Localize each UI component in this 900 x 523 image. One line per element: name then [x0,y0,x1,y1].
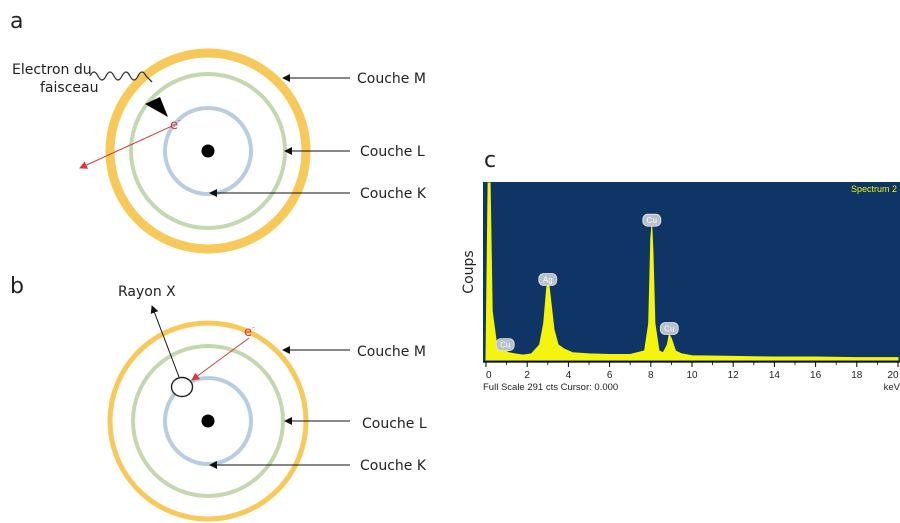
spectrum-footer-right: keV [884,382,900,393]
shell-k-ring-b [163,376,253,466]
peak-label-cu-3: Cu [659,322,679,335]
peak-labels: Cu Ag Cu Cu [495,213,679,352]
electron-vacancy [170,376,194,398]
electron-symbol-b: e- [244,323,255,340]
beam-label-line1: Electron du [12,62,92,78]
svg-text:Ag: Ag [543,276,553,285]
xray-arrow [150,305,180,378]
shell-m-label-b: Couche M [357,344,426,360]
panel-a-letter: a [10,9,23,34]
spectrum-layer [485,182,899,361]
x-tick-label-1: 2 [524,370,530,381]
x-tick-label-5: 10 [686,370,698,381]
spectrum-ylabel: Coups [461,250,477,293]
shell-k-label-b: Couche K [360,458,427,474]
x-tick-label-4: 8 [648,370,654,381]
shell-l-label-b: Couche L [362,416,427,432]
spectrum-name: Spectrum 2 [851,184,897,194]
x-tick-label-7: 14 [769,370,781,381]
peak-label-cu-0: Cu [495,338,515,352]
peak-label-cu-2: Cu [642,213,662,227]
shell-l-label-a: Couche L [360,144,425,160]
x-ticks: 0 2 4 6 8 10 12 14 16 18 20 [485,362,899,381]
xray-label: Rayon X [118,284,176,300]
x-tick-label-10: 20 [887,370,899,381]
spectrum-footer-left: Full Scale 291 cts Cursor: 0.000 [483,382,618,393]
svg-text:Cu: Cu [647,216,657,225]
x-tick-label-6: 12 [728,370,740,381]
transition-arrow [191,337,250,381]
beam-wave [89,71,153,83]
shell-l-ring-b [131,344,285,498]
x-tick-label-2: 4 [566,370,572,381]
spectrum-area [485,182,899,361]
panel-a: a Electron du faisceau e- Couche M Couch… [10,9,427,254]
panel-b: b Rayon X e- Couche M Couche L Couche K [10,274,427,522]
shell-m-label-a: Couche M [357,71,426,87]
panel-b-letter: b [10,274,24,299]
x-tick-label-9: 18 [851,370,863,381]
svg-text:Cu: Cu [664,325,674,334]
electron-symbol-a: e- [170,116,181,133]
panel-c: c Coups Spectrum 2 Cu Ag Cu Cu 0 2 4 6 8 10 12 14 1… [461,148,900,393]
peak-label-ag-1: Ag [538,273,558,286]
shell-k-ring [163,106,253,196]
x-tick-label-0: 0 [486,370,492,381]
x-tick-label-8: 16 [810,370,822,381]
svg-text:Cu: Cu [500,341,510,350]
panel-c-letter: c [484,148,496,173]
nucleus [201,144,215,158]
x-tick-label-3: 6 [607,370,613,381]
shell-k-label-a: Couche K [360,186,427,202]
beam-label-line2: faisceau [40,80,98,96]
beam-arrowhead [145,97,168,117]
nucleus-b [201,414,215,428]
ejected-electron-arrow [79,125,173,169]
